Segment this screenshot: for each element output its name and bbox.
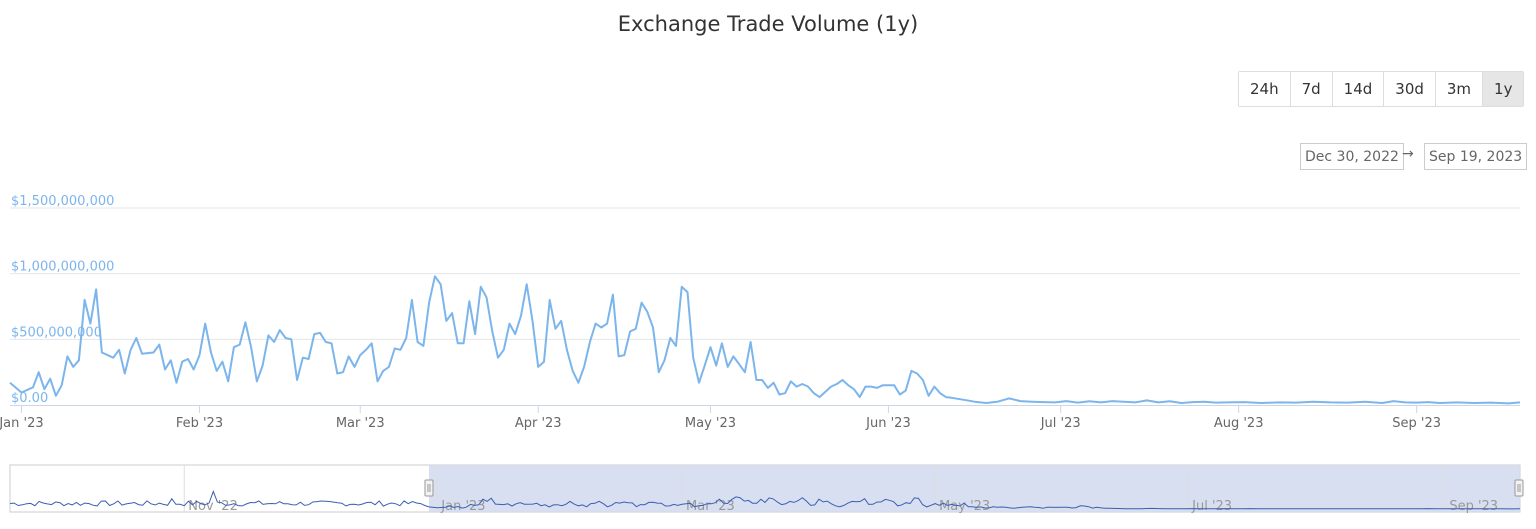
range-button-1y[interactable]: 1y (1483, 72, 1524, 106)
x-tick-label: Apr '23 (515, 416, 562, 431)
range-button-30d[interactable]: 30d (1384, 72, 1436, 106)
navigator-line (9, 489, 1521, 510)
navigator-tick-label: Sep '23 (1449, 499, 1498, 514)
range-button-7d[interactable]: 7d (1290, 72, 1333, 106)
x-tick-label: Jun '23 (865, 416, 911, 431)
navigator-handle-right[interactable] (1514, 479, 1524, 497)
x-tick-label: Sep '23 (1392, 416, 1441, 431)
x-tick-label: Jul '23 (1040, 416, 1081, 431)
navigator-tick-label: May '23 (939, 499, 990, 514)
y-tick-label: $500,000,000 (11, 325, 102, 340)
date-to-input[interactable]: Sep 19, 2023 (1424, 143, 1528, 170)
x-tick-label: May '23 (685, 416, 736, 431)
navigator-tick-label: Jan '23 (440, 499, 485, 514)
handle-body (424, 479, 434, 497)
date-range-arrow: → (1402, 146, 1414, 162)
range-selector: 24h 7d 14d 30d 3m 1y (1238, 71, 1525, 107)
x-tick-label: Mar '23 (336, 416, 385, 431)
x-tick-label: Jan '23 (0, 416, 44, 431)
navigator-tick-label: Mar '23 (686, 499, 735, 514)
navigator-tick-label: Nov '22 (188, 499, 238, 514)
series-line (9, 275, 1521, 405)
range-button-14d[interactable]: 14d (1332, 72, 1385, 106)
y-tick-label: $0.00 (11, 391, 48, 406)
x-tick-label: Feb '23 (176, 416, 223, 431)
navigator-handle-left[interactable] (424, 479, 434, 497)
navigator-tick-label: Jul '23 (1191, 499, 1232, 514)
navigator-selection (428, 465, 1520, 512)
handle-body (1514, 479, 1524, 497)
y-tick-label: $1,000,000,000 (11, 260, 114, 275)
chart-title: Exchange Trade Volume (1y) (617, 12, 919, 36)
range-button-3m[interactable]: 3m (1435, 72, 1484, 106)
date-from-input[interactable]: Dec 30, 2022 (1300, 143, 1404, 170)
x-tick-label: Aug '23 (1214, 416, 1264, 431)
range-button-24h[interactable]: 24h (1239, 72, 1291, 106)
y-tick-label: $1,500,000,000 (11, 194, 114, 209)
